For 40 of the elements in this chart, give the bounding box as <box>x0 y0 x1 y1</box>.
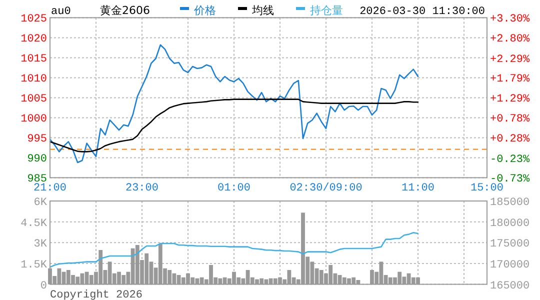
legend-label: 均线 <box>251 4 274 17</box>
y-tick-label: 1005 <box>20 94 47 106</box>
chart-subtitle: au0 <box>51 6 71 18</box>
y-tick-label: 1025 <box>20 14 47 26</box>
x-tick-label: 02:30/09:00 <box>290 182 362 195</box>
y-tick-label: 990 <box>27 154 47 166</box>
y2-tick-label: 185000 <box>490 197 530 209</box>
chart-title: 黄金2606 <box>100 4 150 17</box>
text: Copyright 2026 <box>50 289 142 300</box>
y2-tick-label: +0.78% <box>490 114 530 126</box>
y-tick-label: 995 <box>27 134 47 146</box>
y-tick-label: 3K <box>34 238 48 251</box>
x-tick-label: 11:00 <box>401 182 435 195</box>
y2-tick-label: 165000 <box>490 280 530 292</box>
y-tick-label: 1015 <box>20 54 47 66</box>
legend-label: 价格 <box>193 4 216 17</box>
line-series <box>49 98 419 152</box>
y-tick-label: 1000 <box>20 114 47 126</box>
y-tick-label: 4.5K <box>20 218 48 230</box>
y2-tick-label: -0.23% <box>490 154 530 166</box>
y2-tick-label: +1.79% <box>490 74 530 86</box>
y2-tick-label: +2.80% <box>490 34 530 46</box>
y2-tick-label: 180000 <box>490 218 530 230</box>
y2-tick-label: +1.29% <box>490 94 530 106</box>
line-series <box>49 44 419 164</box>
y-tick-label: 1.5K <box>20 259 48 272</box>
y-tick-label: 6K <box>34 197 48 209</box>
y2-tick-label: +3.30% <box>490 14 530 26</box>
y-tick-label: 0 <box>40 280 47 292</box>
x-tick-label: 23:00 <box>125 182 159 195</box>
x-tick-label: 01:00 <box>217 182 251 195</box>
legend-label: 持仓量 <box>310 4 343 17</box>
y2-tick-label: +2.29% <box>490 54 530 66</box>
y2-tick-label: 170000 <box>490 259 530 272</box>
y-tick-label: 1010 <box>20 74 47 86</box>
annotation: 2026-03-30 11:30:00 <box>360 6 485 18</box>
y-tick-label: 1020 <box>20 34 47 46</box>
y2-tick-label: 175000 <box>490 238 530 251</box>
line-series <box>49 232 419 268</box>
y2-tick-label: +0.28% <box>490 134 530 146</box>
